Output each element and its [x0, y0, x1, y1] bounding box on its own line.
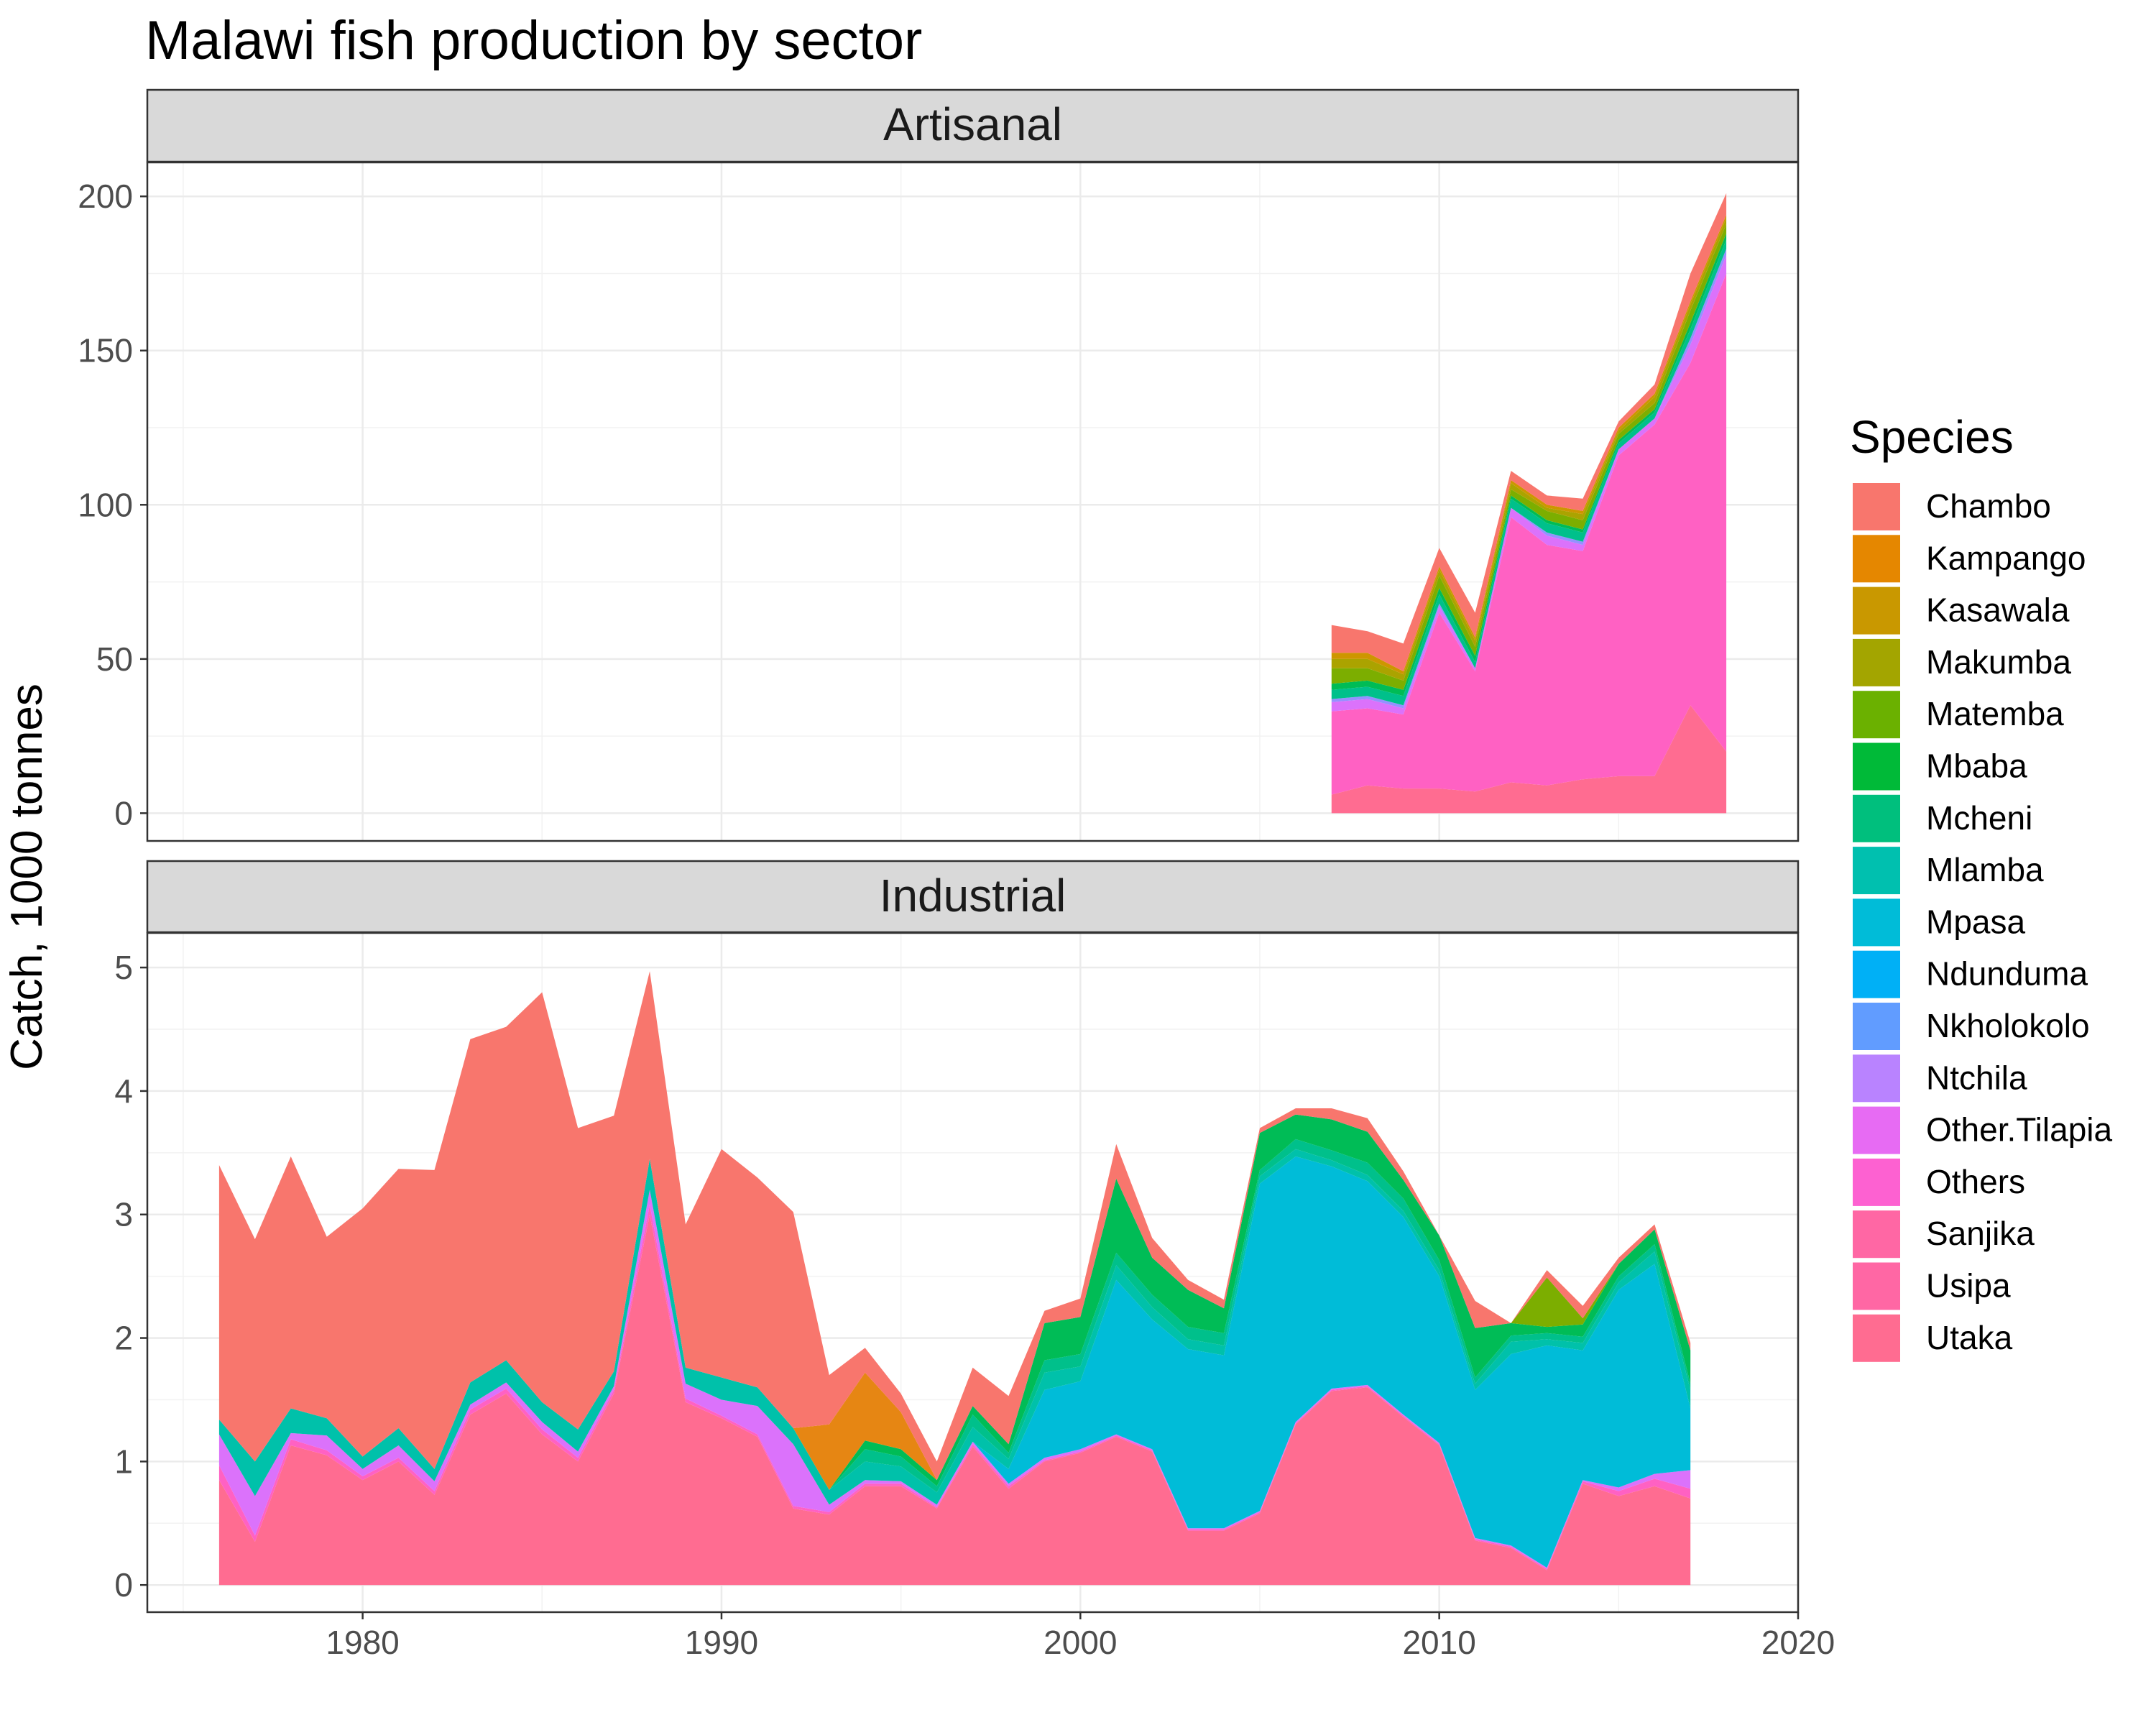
x-tick-label: 1980	[326, 1624, 399, 1661]
y-tick-label: 5	[114, 949, 133, 986]
legend-label: Ntchila	[1926, 1059, 2027, 1096]
legend-key	[1853, 1054, 1900, 1103]
area-series-ndunduma	[218, 1156, 1691, 1568]
legend-label: Utaka	[1926, 1319, 2013, 1356]
x-tick-label: 2010	[1402, 1624, 1475, 1661]
legend-key	[1853, 1106, 1900, 1154]
legend-key	[1853, 847, 1900, 895]
chart-title: Malawi fish production by sector	[145, 10, 922, 71]
legend-key	[1853, 1314, 1900, 1362]
legend-label: Kampango	[1926, 539, 2086, 576]
legend-label: Chambo	[1926, 487, 2051, 525]
legend-key	[1853, 1210, 1900, 1259]
legend-label: Mcheni	[1926, 799, 2032, 837]
legend-key	[1853, 1003, 1900, 1050]
legend-key	[1853, 483, 1900, 530]
legend-key	[1853, 638, 1900, 686]
panel-artisanal: Artisanal 0 50 100 150 200	[78, 88, 1800, 842]
y-axis-title: Catch, 1000 tonnes	[2, 684, 52, 1070]
y-tick-label: 0	[114, 1566, 133, 1604]
legend-key	[1853, 1158, 1900, 1206]
panel-industrial: Industrial 0 1 2 3 4 5	[114, 860, 1800, 1614]
y-tick-label: 150	[78, 332, 133, 369]
x-tick-label: 1990	[685, 1624, 758, 1661]
legend-key	[1853, 691, 1900, 739]
y-tick-label: 200	[78, 178, 133, 215]
legend-label: Usipa	[1926, 1267, 2011, 1305]
y-tick-label: 50	[96, 640, 133, 678]
facet-strip	[146, 88, 1800, 163]
y-tick-label: 0	[114, 794, 133, 832]
legend-label: Mpasa	[1926, 903, 2025, 940]
legend-label: Other.Tilapia	[1926, 1111, 2113, 1149]
legend-key	[1853, 950, 1900, 998]
x-axis: 1980 1990 2000 2010 2020	[326, 1612, 1835, 1661]
panel-border	[146, 932, 1800, 1614]
legend-key	[1853, 898, 1900, 947]
legend-label: Others	[1926, 1163, 2025, 1200]
area-series-chambo	[218, 971, 1691, 1481]
y-tick-label: 1	[114, 1443, 133, 1480]
area-series-mlamba	[218, 1149, 1691, 1505]
facet-strip-label: Artisanal	[883, 98, 1062, 150]
legend-title: Species	[1850, 411, 2014, 463]
x-tick-label: 2020	[1761, 1624, 1835, 1661]
y-tick-label: 3	[114, 1196, 133, 1233]
legend-label: Mlamba	[1926, 851, 2044, 888]
y-tick-label: 100	[78, 486, 133, 523]
area-series-utaka	[1331, 705, 1727, 814]
legend-label: Matemba	[1926, 695, 2064, 732]
legend-label: Ndunduma	[1926, 955, 2088, 993]
legend-label: Sanjika	[1926, 1215, 2035, 1252]
legend-key	[1853, 742, 1900, 791]
legend-key	[1853, 535, 1900, 583]
y-tick-label: 2	[114, 1320, 133, 1357]
area-series-usipa	[1331, 273, 1727, 795]
panel-border	[146, 161, 1800, 842]
facet-strip-label: Industrial	[880, 870, 1067, 921]
y-tick-label: 4	[114, 1072, 133, 1110]
legend-key	[1853, 1262, 1900, 1310]
legend-label: Mbaba	[1926, 748, 2027, 785]
legend: Species Chambo Kampango Kasawala Makumba Mat…	[1850, 411, 2113, 1362]
legend-key	[1853, 794, 1900, 842]
facet-strip	[146, 860, 1800, 934]
legend-label: Makumba	[1926, 643, 2071, 681]
legend-label: Kasawala	[1926, 592, 2070, 629]
area-series-utaka	[218, 1214, 1691, 1586]
x-tick-label: 2000	[1044, 1624, 1117, 1661]
legend-key	[1853, 586, 1900, 635]
legend-label: Nkholokolo	[1926, 1007, 2090, 1044]
